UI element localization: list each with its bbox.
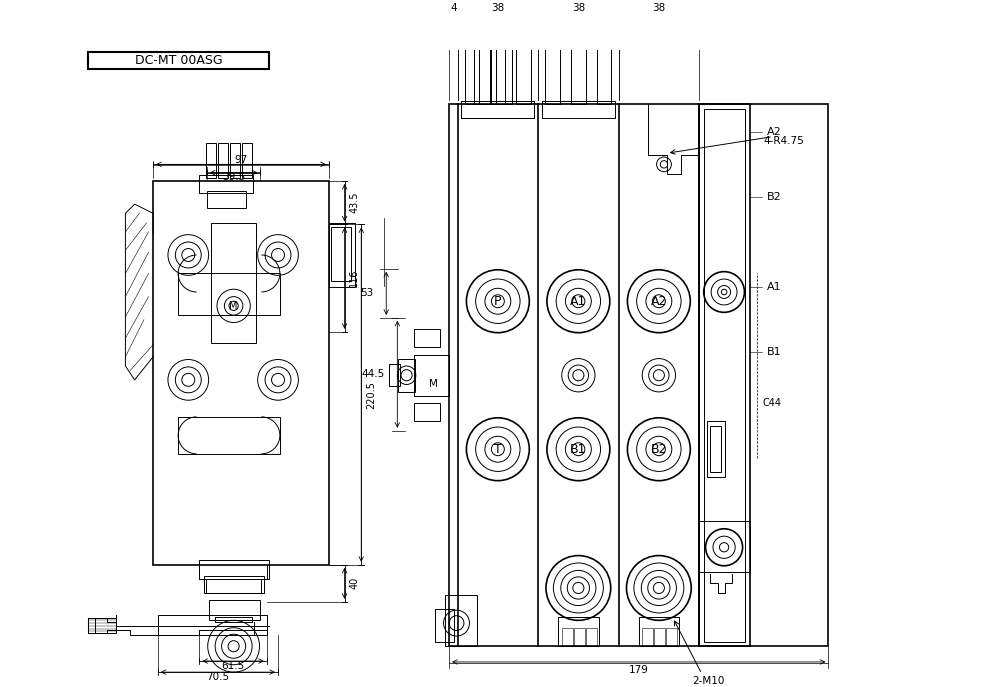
Bar: [542, 102, 615, 118]
Text: 40: 40: [349, 577, 359, 589]
Bar: [666, 628, 677, 646]
Bar: [207, 191, 246, 208]
Bar: [206, 143, 216, 178]
Bar: [153, 181, 329, 565]
Text: 4-R4.75: 4-R4.75: [764, 136, 805, 146]
Text: A1: A1: [767, 282, 781, 293]
Bar: [586, 628, 597, 646]
Bar: [461, 102, 534, 118]
Bar: [597, 25, 611, 104]
Text: 61.5: 61.5: [222, 661, 245, 671]
Bar: [491, 25, 505, 104]
Bar: [545, 25, 560, 104]
Bar: [215, 617, 252, 622]
Bar: [389, 364, 400, 386]
Bar: [562, 628, 573, 646]
Bar: [699, 104, 750, 646]
Text: A2: A2: [767, 127, 781, 137]
Bar: [88, 618, 116, 633]
Bar: [199, 560, 269, 578]
Bar: [449, 104, 828, 646]
Bar: [496, 37, 512, 104]
Bar: [474, 37, 490, 104]
Text: 122: 122: [568, 0, 588, 1]
Text: 38: 38: [572, 3, 585, 13]
Text: 179: 179: [629, 665, 649, 675]
Bar: [707, 422, 725, 477]
Text: B1: B1: [767, 347, 781, 357]
Bar: [218, 143, 228, 178]
Bar: [242, 143, 252, 178]
Text: M: M: [429, 379, 438, 390]
Bar: [209, 600, 260, 620]
Bar: [331, 227, 351, 281]
Bar: [211, 223, 256, 343]
Bar: [699, 521, 750, 572]
Text: T: T: [494, 442, 502, 455]
Bar: [158, 615, 267, 635]
Bar: [199, 174, 253, 193]
Text: A2: A2: [651, 295, 667, 308]
Bar: [414, 403, 440, 422]
Bar: [558, 617, 599, 646]
Text: B2: B2: [651, 442, 667, 455]
Bar: [654, 628, 665, 646]
Text: 38: 38: [491, 3, 504, 13]
Bar: [414, 329, 440, 348]
Text: 53: 53: [360, 289, 373, 298]
Text: M: M: [229, 301, 238, 311]
Bar: [465, 25, 479, 104]
Text: 43.5: 43.5: [349, 192, 359, 214]
Bar: [178, 417, 280, 454]
Bar: [435, 609, 454, 642]
Text: B2: B2: [767, 192, 781, 202]
Bar: [574, 628, 585, 646]
Text: 70.5: 70.5: [206, 672, 229, 682]
Text: 44.5: 44.5: [361, 370, 384, 379]
Text: 2-M10: 2-M10: [693, 677, 725, 686]
Bar: [461, 102, 534, 118]
Bar: [88, 52, 269, 69]
Bar: [414, 355, 449, 396]
Bar: [571, 25, 586, 104]
Bar: [329, 223, 355, 287]
Bar: [642, 628, 653, 646]
Bar: [398, 359, 415, 392]
Text: 39.5: 39.5: [222, 172, 245, 182]
Text: C44: C44: [762, 398, 781, 408]
Bar: [204, 576, 264, 593]
Text: 38: 38: [652, 3, 665, 13]
Text: DC-MT 00ASG: DC-MT 00ASG: [135, 54, 223, 67]
Text: A1: A1: [570, 295, 587, 308]
Bar: [704, 109, 745, 642]
Bar: [516, 25, 531, 104]
Text: 116: 116: [349, 269, 359, 287]
Bar: [178, 273, 280, 315]
Text: P: P: [494, 295, 502, 308]
Bar: [639, 617, 679, 646]
Text: B1: B1: [570, 442, 587, 455]
Text: 97: 97: [234, 155, 248, 165]
Bar: [445, 596, 477, 646]
Bar: [710, 426, 721, 473]
Text: 220.5: 220.5: [366, 381, 376, 409]
Text: 4: 4: [450, 3, 457, 13]
Bar: [230, 143, 240, 178]
